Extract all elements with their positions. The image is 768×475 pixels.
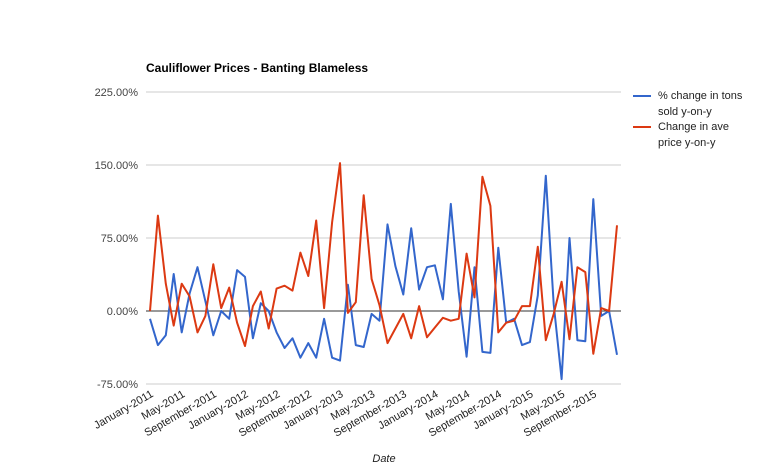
legend: % change in tons sold y-on-y Change in ave… xyxy=(633,90,743,149)
y-tick-label: -75.00% xyxy=(97,379,138,391)
y-tick-label: 225.00% xyxy=(95,87,139,99)
series-lines xyxy=(149,162,618,381)
y-axis-ticks: 225.00% 150.00% 75.00% 0.00% -75.00% xyxy=(95,87,139,391)
y-tick-label: 0.00% xyxy=(107,306,138,318)
x-axis-title: Date xyxy=(372,453,395,465)
series-line-tons-sold xyxy=(149,174,618,381)
series-line-ave-price xyxy=(149,162,618,355)
legend-label: Change in ave price y-on-y xyxy=(658,121,729,149)
y-tick-label: 150.00% xyxy=(95,160,139,172)
legend-label: % change in tons sold y-on-y xyxy=(658,90,743,118)
gridlines xyxy=(146,91,621,385)
chart-title: Cauliflower Prices - Banting Blameless xyxy=(146,61,368,75)
x-axis-ticks: January-2011May-2011September-2011Januar… xyxy=(92,388,599,439)
y-tick-label: 75.00% xyxy=(101,233,139,245)
